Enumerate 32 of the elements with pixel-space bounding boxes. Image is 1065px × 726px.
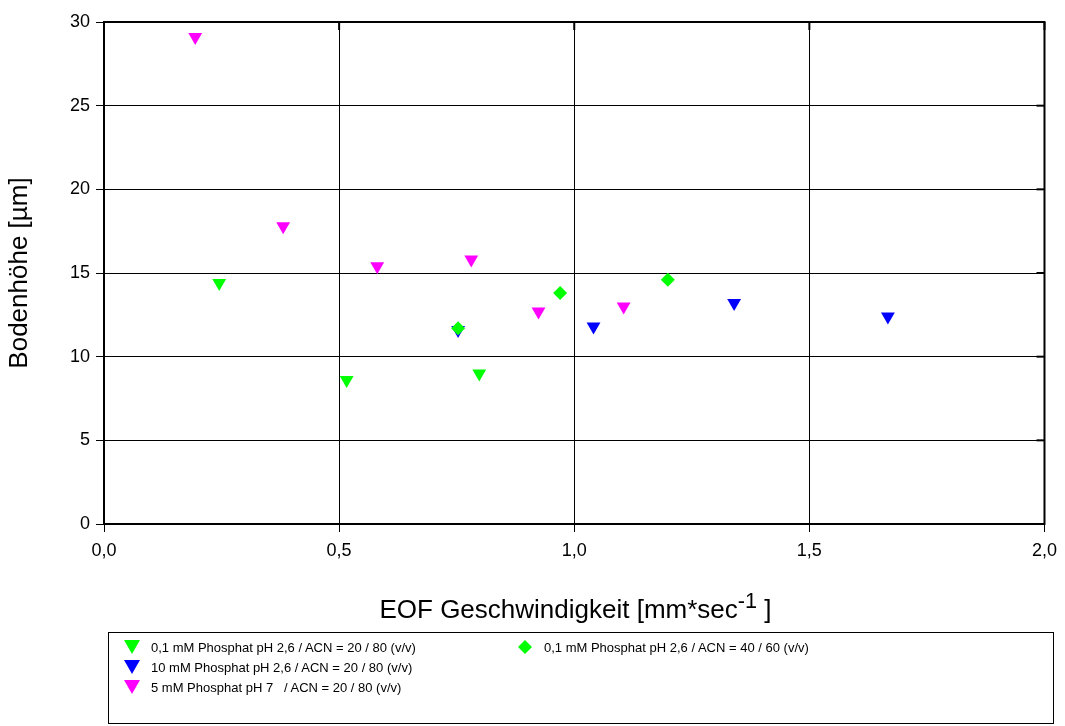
- x-tick-label: 2,0: [1031, 539, 1057, 560]
- x-tick-label: 1,0: [561, 539, 587, 560]
- y-tick-label: 0: [79, 512, 90, 533]
- y-tick-label: 25: [69, 94, 90, 115]
- point: [276, 222, 291, 235]
- y-axis-title: Bodenhöhe [µm]: [2, 177, 33, 369]
- point: [472, 369, 487, 382]
- point: [451, 321, 466, 336]
- point: [727, 299, 742, 312]
- point: [553, 286, 568, 301]
- legend-label: 0,1 mM Phosphat pH 2,6 / ACN = 20 / 80 (v/v): [151, 639, 416, 655]
- point: [880, 312, 895, 325]
- x-tick-label: 1,5: [796, 539, 822, 560]
- x-tick-label: 0,5: [326, 539, 352, 560]
- x-axis-title: EOF Geschwindigkeit [mm*sec$^{-1}$ ]: [378, 588, 773, 625]
- point: [531, 307, 546, 320]
- y-tick-label: 20: [69, 178, 90, 199]
- legend-label: 0,1 mM Phosphat pH 2,6 / ACN = 40 / 60 (v/v): [544, 639, 809, 655]
- legend-label: 10 mM Phosphat pH 2,6 / ACN = 20 / 80 (v/v): [151, 659, 413, 675]
- x-tick-label: 0,0: [91, 539, 117, 560]
- point: [370, 262, 385, 275]
- point: [616, 302, 631, 315]
- point: [586, 322, 601, 335]
- point: [464, 255, 479, 268]
- point: [212, 279, 227, 292]
- point: [339, 376, 354, 389]
- point: [188, 33, 203, 46]
- y-tick-label: 30: [69, 10, 90, 31]
- legend-label: 5 mM Phosphat pH 7 / ACN = 20 / 80 (v/v): [151, 679, 402, 695]
- y-tick-label: 15: [69, 261, 90, 282]
- y-tick-label: 10: [69, 345, 90, 366]
- y-tick-label: 5: [79, 429, 90, 450]
